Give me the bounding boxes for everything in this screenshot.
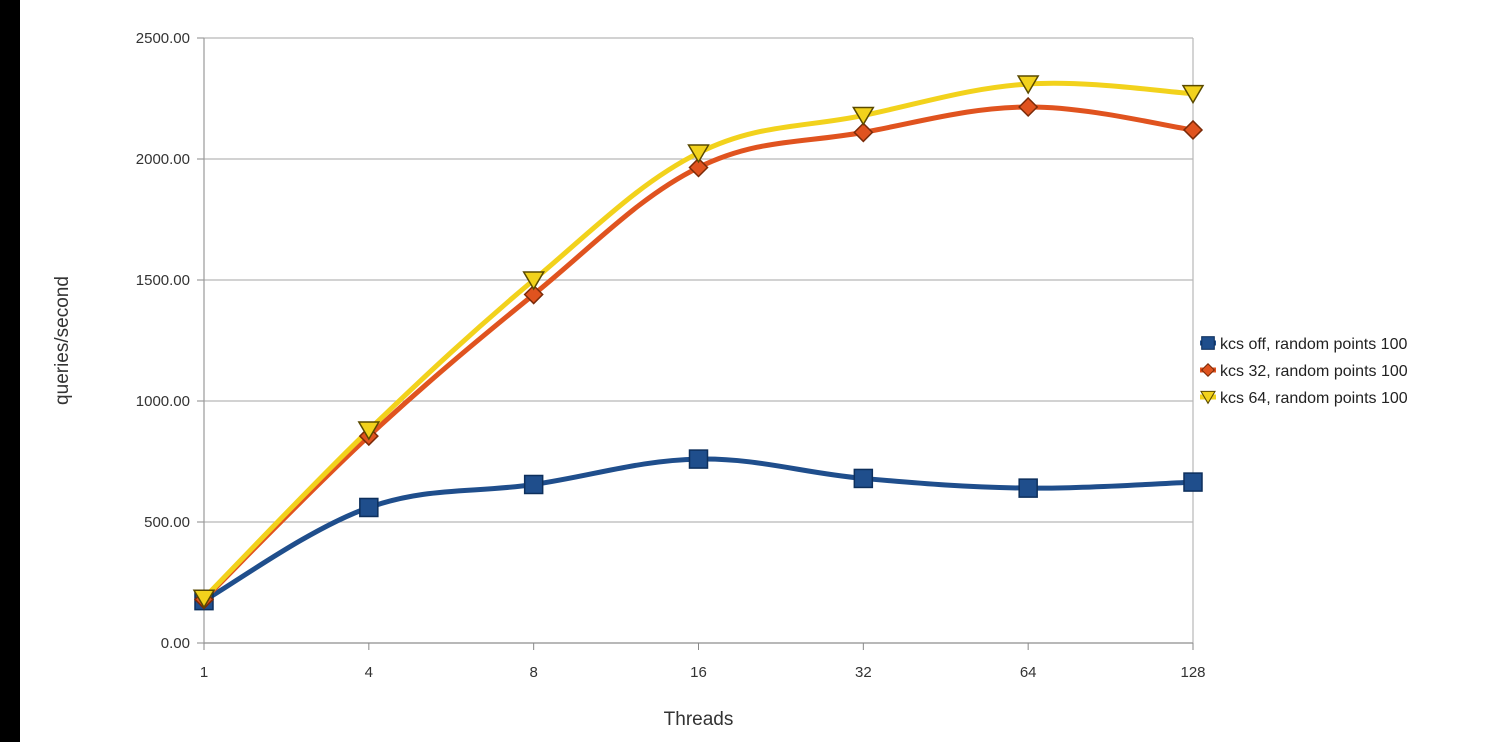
y-axis-title: queries/second (52, 276, 73, 405)
series-2-point (1018, 96, 1039, 118)
series-1-point (1183, 472, 1203, 492)
series-2-point (688, 157, 709, 178)
y-tick-label: 1000.00 (136, 393, 190, 410)
legend-entry: kcs off, random points 100 (1220, 336, 1407, 353)
series-1-point (523, 474, 544, 495)
y-tick-label: 2000.00 (136, 151, 190, 168)
y-tick-labels: 0.00 500.00 1000.00 1500.00 2000.00 2500.00 (136, 30, 190, 652)
series-2-point (853, 122, 874, 143)
legend-swatch-marker (1201, 336, 1215, 350)
x-tick-label: 4 (365, 664, 373, 681)
chart-background (20, 0, 1509, 742)
series-markers (192, 75, 1205, 611)
series-3-point (1016, 75, 1040, 95)
series-line-2 (201, 104, 1196, 602)
gridlines (204, 37, 1193, 644)
series-1-point (853, 468, 874, 489)
x-tick-label: 128 (1180, 664, 1205, 681)
x-tick-label: 16 (690, 664, 707, 681)
x-tick-label: 64 (1020, 664, 1037, 681)
series-3-point (852, 106, 875, 126)
y-tick-label: 0.00 (161, 635, 190, 652)
legend-swatch-marker (1200, 390, 1216, 405)
legend-swatch-marker (1200, 362, 1216, 378)
legend-entry: kcs 32, random points 100 (1220, 363, 1408, 380)
x-tick-label: 1 (200, 664, 208, 681)
series-1-point (1018, 478, 1038, 498)
series-1-point (359, 497, 379, 518)
legend: kcs off, random points 100 kcs 32, random… (1200, 336, 1408, 407)
y-tick-label: 2500.00 (136, 30, 190, 47)
x-tick-label: 8 (529, 664, 537, 681)
series-3-point (192, 589, 216, 609)
x-axis-title: Threads (664, 709, 734, 730)
series-3-point (687, 144, 710, 164)
series-line-1 (201, 456, 1196, 604)
series-3-point (357, 421, 381, 441)
x-tick-label: 32 (855, 664, 872, 681)
series-1-point (688, 449, 709, 469)
legend-entry: kcs 64, random points 100 (1220, 390, 1408, 407)
y-tick-label: 1500.00 (136, 272, 190, 289)
axes (197, 37, 1194, 650)
series-2-point (1182, 119, 1204, 141)
series-3-point (1181, 84, 1205, 105)
y-tick-label: 500.00 (144, 514, 190, 531)
series-2-point (523, 284, 544, 305)
x-tick-labels: 1 4 8 16 32 64 128 (200, 664, 1206, 681)
series-3-point (522, 271, 545, 291)
